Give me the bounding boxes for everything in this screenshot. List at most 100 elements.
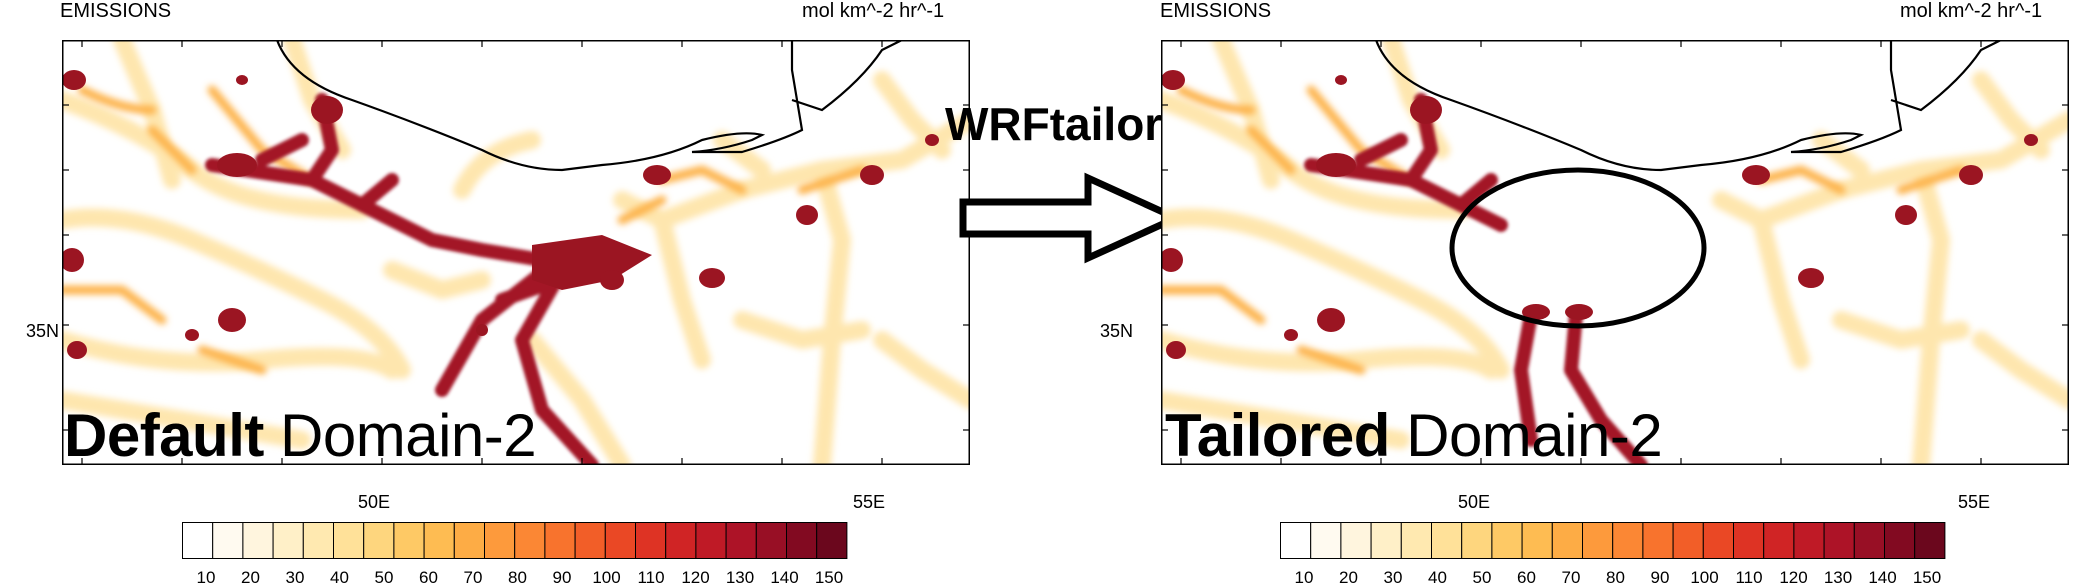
right-colorbar-box [1914, 522, 1946, 559]
wrftailor-title: WRFtailor [945, 98, 1163, 150]
left-colorbar-box [453, 522, 485, 559]
left-domain-label-bold: Default [64, 402, 264, 469]
left-colorbar-tick-label: 100 [592, 568, 621, 587]
left-colorbar-tick-label: 130 [725, 568, 755, 587]
right-map-border [1161, 40, 2069, 465]
left-colorbar-tick-label: 140 [770, 568, 799, 587]
right-coastline [1374, 40, 2002, 172]
right-colorbar-tick-label: 70 [1561, 568, 1581, 587]
right-colorbar-box [1642, 522, 1674, 559]
right-emission-field-medium [1161, 85, 1966, 375]
left-colorbar-box [182, 522, 214, 559]
right-colorbar-tick-label: 110 [1735, 568, 1763, 587]
right-emissions-map [1161, 40, 2069, 465]
left-colorbar-box [544, 522, 576, 559]
right-colorbar-box [1551, 522, 1583, 559]
left-colorbar-tick-label: 70 [463, 568, 483, 587]
right-colorbar-box [1521, 522, 1553, 559]
right-colorbar-tick-label: 10 [1294, 568, 1314, 587]
right-colorbar-box [1672, 522, 1704, 559]
left-colorbar-box [574, 522, 606, 559]
right-colorbar-box [1702, 522, 1734, 559]
right-domain-label: Tailored Domain-2 [1165, 402, 1663, 469]
left-colorbar-tick-label: 20 [241, 568, 260, 587]
right-arrow-icon [959, 172, 1183, 264]
left-colorbar-box [242, 522, 274, 559]
left-colorbar-box [393, 522, 425, 559]
right-colorbar-box [1310, 522, 1342, 559]
right-colorbar-box [1823, 522, 1855, 559]
right-colorbar-box [1491, 522, 1523, 559]
right-lon-tick-50e: 50E [1458, 492, 1491, 512]
right-colorbar-tick-label: 140 [1868, 568, 1897, 587]
right-colorbar-box [1612, 522, 1644, 559]
left-colorbar-box [635, 522, 667, 559]
right-colorbar-box [1763, 522, 1795, 559]
right-domain-label-rest: Domain-2 [1389, 402, 1663, 469]
left-units-label: mol km^-2 hr^-1 [802, 0, 945, 22]
left-colorbar-box [816, 522, 848, 559]
left-domain-label-rest: Domain-2 [263, 402, 537, 469]
left-colorbar-tick-label: 10 [196, 568, 216, 587]
right-emission-hotspots [1161, 70, 2038, 359]
left-colorbar [182, 522, 848, 559]
left-map-svg [62, 40, 970, 465]
left-colorbar-box [212, 522, 244, 559]
left-colorbar-box [755, 522, 787, 559]
left-colorbar-tick-label: 120 [681, 568, 710, 587]
right-domain-label-bold: Tailored [1165, 402, 1390, 469]
left-domain-label: Default Domain-2 [64, 402, 537, 469]
right-variable-title: EMISSIONS [1160, 0, 1272, 22]
left-colorbar-tick-label: 110 [637, 568, 665, 587]
left-colorbar-box [665, 522, 697, 559]
right-colorbar-box [1400, 522, 1433, 559]
right-colorbar-box [1370, 522, 1402, 559]
left-lon-tick-50e: 50E [358, 492, 391, 512]
right-colorbar-tick-label: 100 [1690, 568, 1719, 587]
left-colorbar-box [725, 522, 757, 559]
right-colorbar-tick-label: 40 [1428, 568, 1447, 587]
left-coastline [275, 40, 903, 172]
right-colorbar-tick-label: 60 [1517, 568, 1536, 587]
right-colorbar-tick-label: 120 [1779, 568, 1808, 587]
right-units-label: mol km^-2 hr^-1 [1900, 0, 2043, 22]
right-colorbar-box [1582, 522, 1614, 559]
right-lon-tick-55e: 55E [1958, 492, 1991, 512]
right-colorbar [1280, 522, 1946, 559]
left-emissions-map [62, 40, 970, 465]
right-colorbar-tick-label: 30 [1383, 568, 1403, 587]
right-colorbar-box [1461, 522, 1493, 559]
right-colorbar-box [1853, 522, 1885, 559]
right-colorbar-boxes [1280, 522, 1946, 559]
left-colorbar-tick-label: 150 [814, 568, 844, 587]
right-colorbar-tick-label: 90 [1650, 568, 1670, 587]
right-colorbar-box [1431, 522, 1463, 559]
right-colorbar-tick-label: 150 [1912, 568, 1942, 587]
left-colorbar-box [423, 522, 455, 559]
left-emission-field-faint [62, 40, 970, 465]
left-map-border [62, 40, 970, 465]
left-lon-tick-55e: 55E [853, 492, 886, 512]
left-colorbar-box [272, 522, 304, 559]
left-emission-field-medium [62, 85, 867, 375]
right-colorbar-box [1340, 522, 1372, 559]
right-lat-tick-35n: 35N [1100, 321, 1134, 341]
left-variable-title: EMISSIONS [60, 0, 172, 22]
right-colorbar-tick-label: 80 [1606, 568, 1625, 587]
right-emission-field-high [1304, 93, 1648, 465]
left-colorbar-box [604, 522, 636, 559]
left-emission-hotspots [62, 70, 939, 359]
right-colorbar-tick-label: 130 [1823, 568, 1853, 587]
left-colorbar-tick-label: 60 [419, 568, 438, 587]
left-colorbar-tick-label: 80 [508, 568, 527, 587]
left-colorbar-box [695, 522, 727, 559]
left-colorbar-box [302, 522, 335, 559]
right-highlight-ellipse [1449, 167, 1707, 329]
left-colorbar-box [363, 522, 395, 559]
right-colorbar-box [1280, 522, 1312, 559]
left-colorbar-tick-label: 50 [374, 568, 394, 587]
right-colorbar-box [1793, 522, 1825, 559]
left-colorbar-box [333, 522, 365, 559]
left-colorbar-tick-label: 30 [285, 568, 305, 587]
right-colorbar-box [1733, 522, 1765, 559]
